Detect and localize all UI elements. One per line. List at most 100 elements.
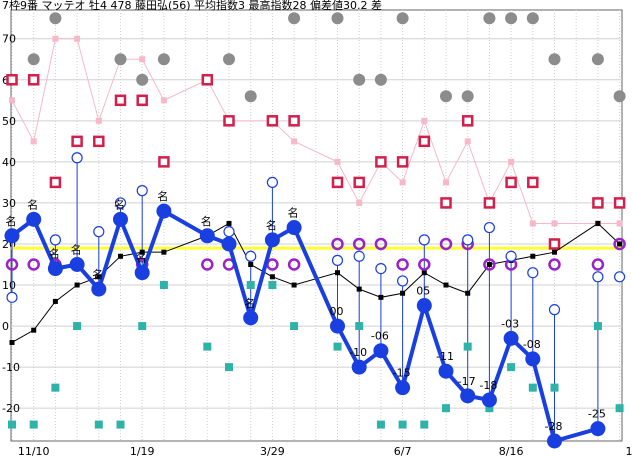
gray-series-point (331, 12, 344, 25)
gray-series-point (49, 12, 62, 25)
average-series-point (31, 327, 37, 333)
average-series-point (96, 274, 102, 280)
red-series-point (49, 176, 62, 189)
main-series-point (351, 359, 367, 375)
x-tick-label: 3/29 (260, 445, 285, 458)
blue-ring-point (223, 226, 235, 238)
average-series-point (335, 270, 340, 276)
main-point-label: 名 (114, 197, 125, 211)
main-series-point (47, 261, 63, 277)
red-series-point (418, 135, 431, 148)
gray-series-point (288, 12, 301, 25)
purple-series-point (483, 258, 496, 271)
red-series-point (158, 156, 170, 168)
y-tick-label: 40 (2, 156, 16, 169)
teal-series-point (398, 420, 407, 429)
main-series-point (264, 232, 280, 248)
average-series-point (139, 249, 145, 255)
main-point-label: 名 (27, 197, 38, 211)
teal-series-point (94, 420, 103, 429)
teal-series-point (507, 363, 516, 372)
main-series-point (330, 318, 345, 334)
x-axis-ticks: 11/10 1/19 3/29 6/7 8/16 10/25 (18, 445, 632, 458)
teal-series-point (333, 342, 342, 351)
blue-ring-point (353, 250, 365, 262)
average-series-point (595, 220, 601, 226)
purple-series-point (27, 258, 40, 271)
pink-series-point (551, 220, 558, 227)
gray-series-point (396, 12, 409, 25)
pink-series-point (291, 138, 298, 145)
blue-ring-point (527, 267, 539, 279)
average-series-point (617, 241, 623, 247)
main-series-point (481, 392, 497, 408)
main-point-label: 名 (92, 267, 103, 281)
gray-series-point (483, 12, 496, 25)
red-series-point (288, 115, 300, 127)
main-series-point (590, 421, 606, 437)
y-tick-label: 0 (2, 320, 9, 333)
main-point-label: 05 (416, 285, 430, 298)
gray-series-point (27, 53, 40, 66)
red-series-point (461, 115, 474, 127)
main-point-label: 00 (330, 305, 344, 318)
main-point-label: 名 (136, 251, 147, 265)
red-series-point (6, 74, 18, 86)
y-tick-label: -20 (2, 402, 20, 415)
red-series-point (223, 115, 235, 127)
average-series-point (118, 253, 123, 259)
blue-ring-point (462, 234, 474, 246)
red-series-point (114, 94, 127, 107)
pink-series-point (616, 220, 623, 227)
teal-series-point (550, 383, 559, 392)
main-point-label: 名 (6, 214, 17, 228)
pink-series-point (30, 138, 37, 145)
main-series-point (156, 203, 172, 219)
red-series-point (613, 197, 626, 209)
purple-series-point (374, 237, 388, 251)
main-series-point (134, 265, 150, 281)
blue-ring-point (49, 234, 62, 246)
teal-series-point (463, 342, 472, 351)
average-series-point (378, 294, 384, 300)
gray-series-point (461, 90, 474, 103)
pink-series-point (52, 35, 59, 42)
main-series-point (460, 388, 476, 404)
teal-series-point (615, 404, 624, 413)
blue-ring-point (6, 291, 18, 303)
teal-series-point (138, 322, 147, 331)
pink-series-point (160, 97, 167, 104)
teal-series-point (29, 420, 38, 429)
main-point-label: -08 (523, 338, 541, 351)
pink-series-point (508, 158, 515, 165)
blue-ring-point (93, 226, 105, 238)
main-point-label: -03 (501, 317, 519, 330)
purple-series-point (613, 237, 626, 251)
blue-ring-point (114, 197, 127, 209)
teal-series-point (376, 420, 385, 429)
main-point-label: 名 (157, 189, 168, 203)
gray-series-point (613, 90, 626, 103)
teal-series-point (593, 322, 602, 331)
main-point-label: -11 (436, 350, 454, 363)
main-point-label: 名 (244, 296, 255, 310)
main-series-point (243, 310, 259, 326)
chart-title: 7枠9番 マッテオ 牡4 478 藤田弘(56) 平均指数3 最高指数28 偏差… (2, 0, 382, 12)
y-tick-label: 50 (2, 115, 16, 128)
teal-series-point (528, 383, 537, 392)
red-series-point (93, 135, 105, 148)
main-point-label: -28 (545, 420, 563, 433)
average-series-point (74, 282, 80, 288)
red-series-point (353, 176, 365, 189)
purple-series-point (418, 258, 431, 271)
pink-series-point (9, 97, 15, 104)
blue-ring-point (331, 254, 344, 266)
main-point-label: 名 (49, 247, 60, 261)
x-tick-label: 10/25 (625, 445, 632, 458)
red-series-point (71, 135, 83, 148)
pink-series-point (399, 179, 406, 186)
purple-series-point (287, 258, 301, 271)
blue-ring-point (548, 304, 561, 316)
main-point-label: -10 (349, 346, 367, 359)
